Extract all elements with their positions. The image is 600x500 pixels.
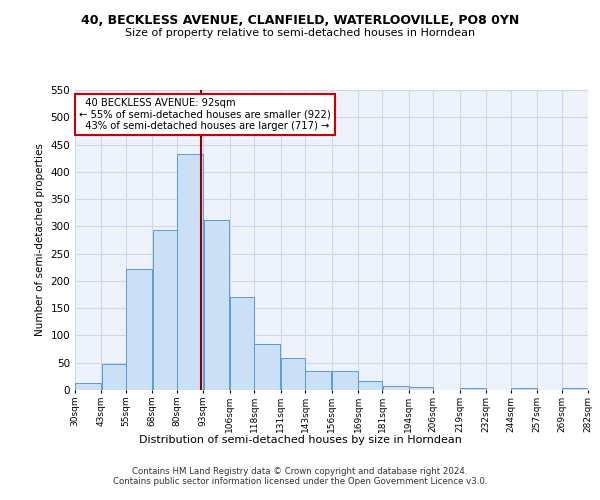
Bar (126, 269, 152, 390)
Bar (511, 388, 537, 390)
Bar (203, 220, 229, 390)
Y-axis label: Number of semi-detached properties: Number of semi-detached properties (35, 144, 45, 336)
Bar (75, 384, 101, 390)
Bar (409, 388, 433, 390)
Bar (383, 386, 409, 390)
Bar (152, 230, 176, 390)
Text: 40 BECKLESS AVENUE: 92sqm
← 55% of semi-detached houses are smaller (922)
  43% : 40 BECKLESS AVENUE: 92sqm ← 55% of semi-… (79, 98, 331, 132)
Bar (358, 382, 382, 390)
Bar (460, 388, 486, 390)
Text: Distribution of semi-detached houses by size in Horndean: Distribution of semi-detached houses by … (139, 435, 461, 445)
Text: Contains HM Land Registry data © Crown copyright and database right 2024.: Contains HM Land Registry data © Crown c… (132, 467, 468, 476)
Bar (254, 344, 280, 390)
Text: Size of property relative to semi-detached houses in Horndean: Size of property relative to semi-detach… (125, 28, 475, 38)
Bar (230, 298, 254, 390)
Bar (332, 371, 358, 390)
Text: Contains public sector information licensed under the Open Government Licence v3: Contains public sector information licen… (113, 477, 487, 486)
Bar (281, 358, 305, 390)
Bar (562, 388, 588, 390)
Bar (102, 364, 125, 390)
Bar (305, 371, 331, 390)
Bar (177, 154, 203, 390)
Text: 40, BECKLESS AVENUE, CLANFIELD, WATERLOOVILLE, PO8 0YN: 40, BECKLESS AVENUE, CLANFIELD, WATERLOO… (81, 14, 519, 27)
